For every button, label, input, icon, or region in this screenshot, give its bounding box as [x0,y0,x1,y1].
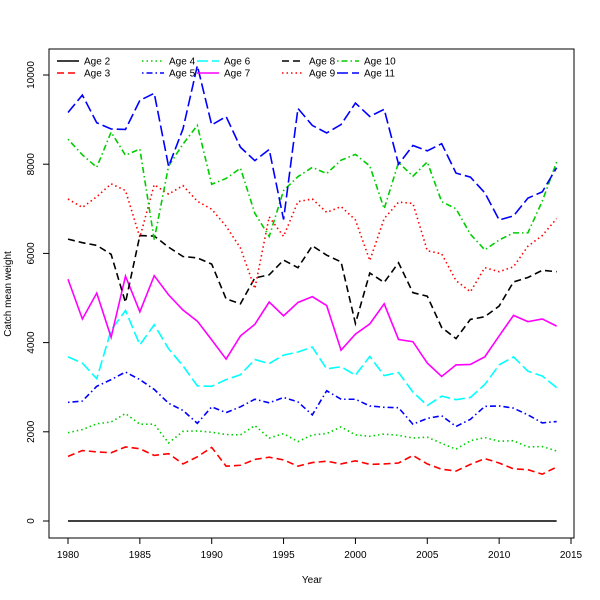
x-tick-label: 1990 [201,550,224,561]
x-tick-label: 1995 [272,550,295,561]
y-axis-label: Catch mean weight [3,251,14,337]
series-line-age-11 [67,65,558,221]
x-tick-label: 2005 [416,550,439,561]
legend-label: Age 4 [169,57,196,68]
x-axis-label: Year [302,575,323,586]
series-line-age-5 [67,371,557,428]
x-tick-label: 2015 [560,550,583,561]
y-tick-label: 4000 [26,331,37,354]
series-line-age-9 [67,182,558,293]
legend-label: Age 9 [309,69,336,80]
series-layer [67,65,558,522]
legend-label: Age 2 [84,57,111,68]
series-line-age-6 [67,308,558,407]
legend-label: Age 6 [224,57,251,68]
legend-label: Age 5 [169,69,196,80]
legend-label: Age 7 [224,69,251,80]
series-line-age-7 [67,273,557,378]
x-axis: 1980 1985 1990 1995 2000 2005 2010 2015 [57,537,583,561]
legend-label: Age 11 [364,69,395,80]
y-tick-label: 8000 [26,153,37,176]
legend-label: Age 10 [364,57,396,68]
series-line-age-10 [67,123,558,251]
y-tick-label: 2000 [26,420,37,443]
y-axis: 0 2000 4000 6000 8000 10000 [26,61,50,524]
y-tick-label: 10000 [26,61,37,89]
series-line-age-3 [67,446,557,476]
x-tick-label: 2010 [488,550,511,561]
x-tick-label: 1985 [129,550,152,561]
legend-label: Age 3 [84,69,111,80]
y-tick-label: 6000 [26,242,37,265]
y-tick-label: 0 [26,518,37,524]
x-tick-label: 2000 [344,550,367,561]
legend-label: Age 8 [309,57,336,68]
x-tick-label: 1980 [57,550,80,561]
